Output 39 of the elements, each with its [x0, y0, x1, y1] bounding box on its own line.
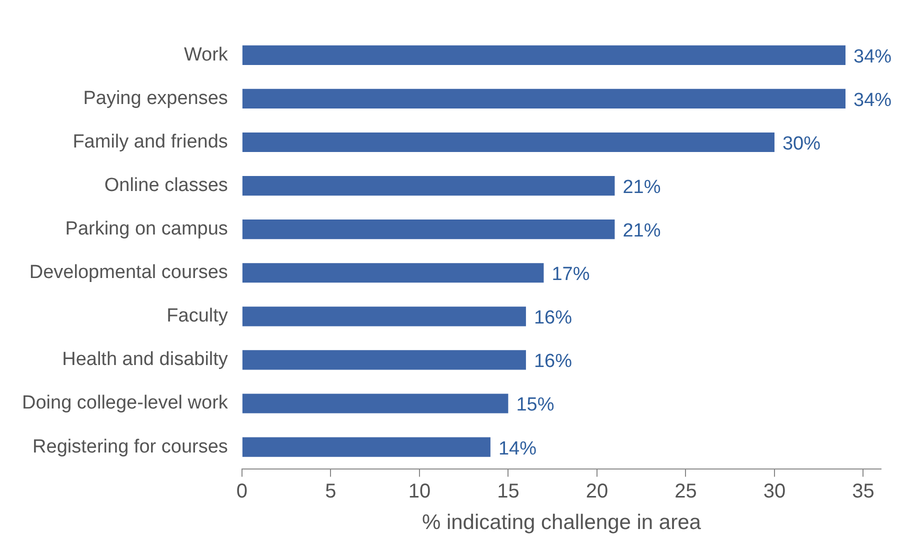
data-label: 16%: [534, 308, 572, 329]
y-tick-label: Faculty: [166, 306, 228, 327]
data-label: 21%: [622, 220, 661, 242]
y-tick-label: Family and friends: [72, 131, 228, 152]
data-label: 34%: [853, 46, 892, 68]
data-label: 17%: [552, 264, 590, 286]
bar: [242, 437, 490, 457]
y-tick-label: Parking on campus: [65, 218, 228, 240]
y-tick-label: Registering for courses: [32, 436, 228, 458]
y-tick-label: Doing college-level work: [22, 392, 228, 414]
bar: [242, 88, 846, 109]
data-label: 14%: [498, 438, 537, 460]
y-tick-label: Online classes: [104, 175, 228, 196]
y-tick-label: Paying expenses: [83, 88, 228, 109]
x-tick-label: 30: [763, 480, 786, 502]
data-label: 21%: [622, 177, 661, 198]
y-tick-label: Work: [184, 44, 228, 66]
data-label: 16%: [534, 351, 572, 372]
x-tick-label: 0: [236, 480, 248, 502]
bar: [242, 263, 544, 283]
bar: [242, 306, 526, 326]
data-label: 34%: [853, 90, 892, 111]
x-tick-label: 20: [586, 480, 608, 502]
x-tick-label: 25: [674, 480, 697, 502]
data-label: 15%: [516, 394, 554, 416]
bar: [242, 350, 526, 370]
bar: [242, 176, 615, 196]
bar: [242, 220, 615, 240]
y-tick-label: Health and disabilty: [62, 349, 228, 370]
bar: [242, 394, 508, 414]
bar: [242, 45, 846, 65]
x-tick-label: 35: [852, 480, 874, 502]
x-tick-label: 15: [497, 480, 520, 502]
x-tick-label: 10: [408, 480, 431, 502]
y-tick-label: Developmental courses: [29, 262, 228, 284]
bar: [242, 132, 774, 152]
x-axis-title: % indicating challenge in area: [422, 511, 702, 534]
x-tick-label: 5: [325, 480, 336, 502]
data-label: 30%: [782, 133, 821, 154]
